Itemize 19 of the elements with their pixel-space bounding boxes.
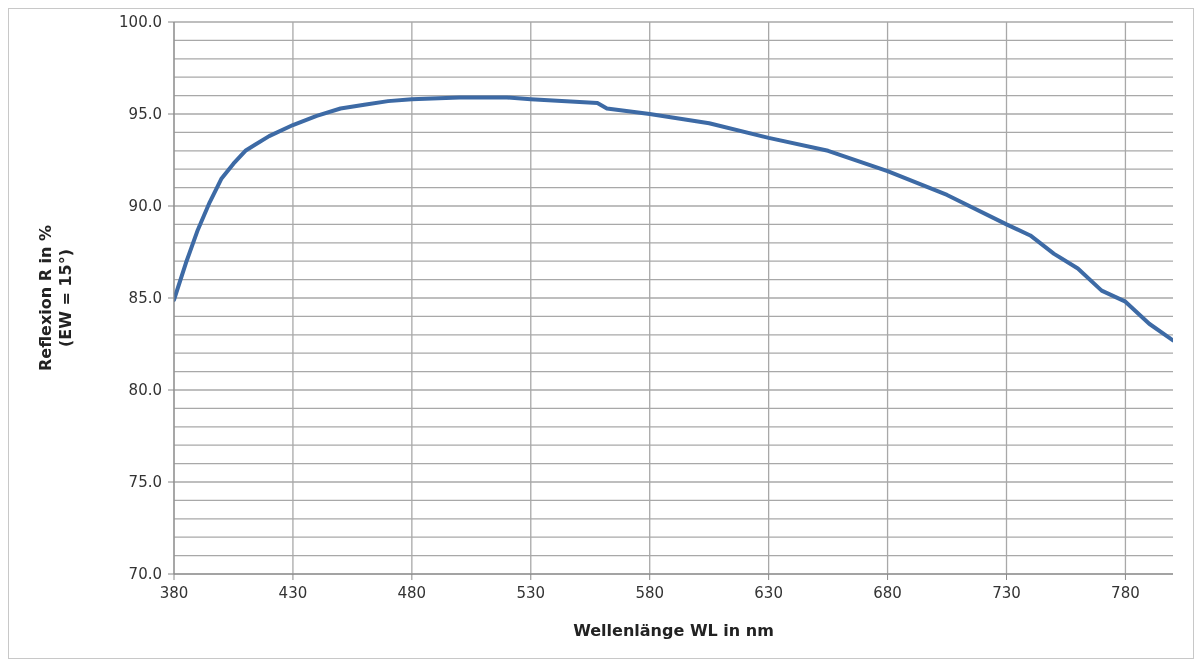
- x-tick-label: 430: [278, 584, 308, 602]
- line-series: [174, 95, 1173, 343]
- y-tick-label: 100.0: [119, 13, 162, 31]
- x-tick-label: 630: [754, 584, 783, 602]
- x-tick-label: 530: [516, 584, 546, 602]
- y-tick-label: 85.0: [128, 289, 162, 307]
- x-tick-label: 380: [159, 584, 189, 602]
- x-tick-label: 680: [873, 584, 902, 602]
- x-tick-label: 780: [1111, 584, 1140, 602]
- y-axis-title: Reflexion R in % (EW = 15°): [36, 224, 75, 372]
- x-tick-label: 480: [397, 584, 427, 602]
- x-tick-label: 580: [635, 584, 665, 602]
- y-tick-label: 90.0: [128, 197, 162, 215]
- y-tick-label: 95.0: [128, 105, 162, 123]
- y-tick-label: 80.0: [128, 381, 162, 399]
- y-tick-label: 75.0: [128, 473, 162, 491]
- x-axis-title: Wellenlänge WL in nm: [573, 621, 774, 640]
- y-tick-label: 70.0: [128, 565, 162, 583]
- x-tick-label: 730: [992, 584, 1021, 602]
